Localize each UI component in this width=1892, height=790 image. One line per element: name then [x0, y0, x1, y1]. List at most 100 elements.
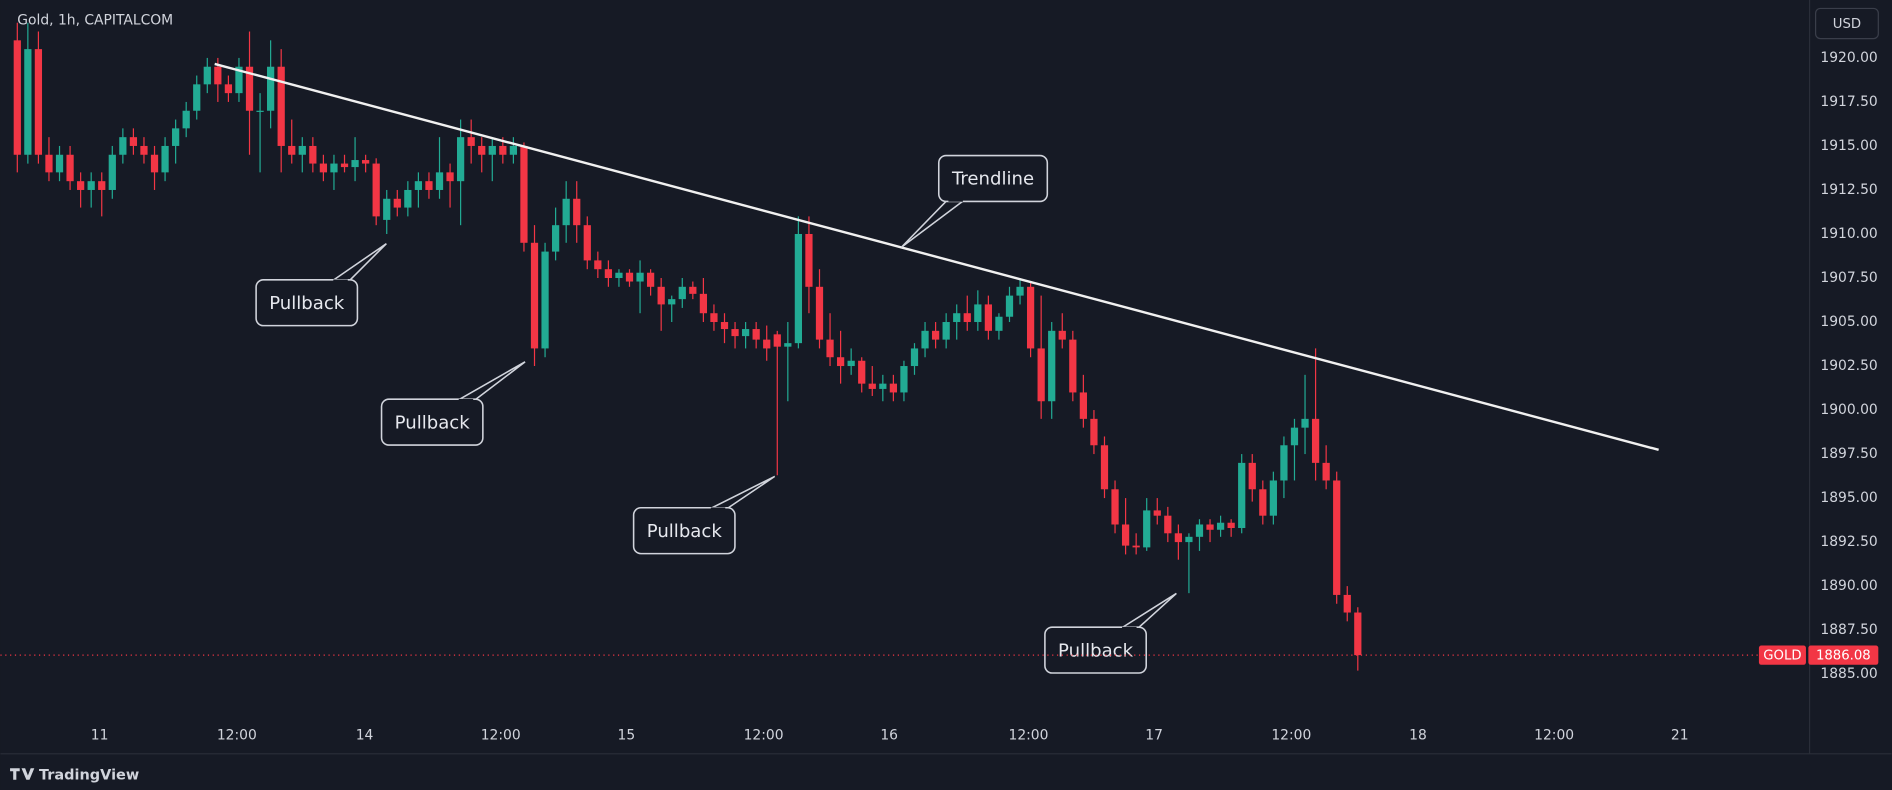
callout-label: Pullback: [395, 412, 471, 433]
trendline: [214, 62, 1659, 452]
candle-body: [594, 260, 602, 270]
x-tick-label: 12:00: [217, 728, 257, 744]
candle-body: [689, 286, 697, 294]
y-tick-label: 1920.00: [1820, 50, 1877, 66]
candle-body: [551, 225, 560, 252]
candle-body: [752, 329, 760, 340]
candle-body: [974, 304, 982, 323]
y-tick-label: 1905.00: [1820, 314, 1877, 330]
candle-body: [309, 145, 317, 164]
candle-body: [488, 145, 496, 155]
candle-body: [1280, 445, 1288, 481]
candle-body: [150, 154, 159, 173]
callout-box: [937, 154, 1049, 203]
candle-body: [847, 360, 855, 367]
y-tick-label: 1885.00: [1820, 666, 1877, 682]
x-tick-label: 17: [1145, 728, 1163, 744]
candle-body: [1058, 330, 1066, 340]
candle-body: [858, 360, 866, 384]
x-tick-label: 16: [880, 728, 898, 744]
candle-body: [1195, 524, 1204, 537]
x-tick-label: 11: [91, 728, 109, 744]
x-tick-label: 12:00: [1534, 728, 1574, 744]
candle-body: [615, 272, 623, 279]
callout-pointer: [709, 475, 776, 510]
callout-box: [632, 506, 736, 555]
callout-pointer: [900, 199, 965, 248]
x-tick-label: 12:00: [744, 728, 784, 744]
candle-body: [34, 49, 43, 155]
candle-body: [446, 172, 454, 182]
candle-body: [826, 339, 834, 358]
currency-box[interactable]: [1815, 7, 1879, 40]
candle-body: [13, 40, 21, 155]
x-tick-label: 14: [356, 728, 374, 744]
candle-body: [24, 49, 32, 155]
candle-body: [319, 163, 328, 173]
candle-body: [245, 66, 254, 111]
candle-body: [963, 313, 971, 323]
candle-body: [298, 145, 306, 155]
callout-label: Pullback: [1058, 640, 1134, 661]
candle-body: [1079, 392, 1087, 419]
candle-body: [1037, 348, 1045, 402]
callout-label: Pullback: [647, 521, 723, 542]
candle-body: [699, 293, 708, 314]
candle-body: [879, 383, 887, 389]
candle-body: [657, 286, 665, 305]
candle-body: [87, 181, 95, 190]
candle-body: [868, 383, 876, 389]
candle-body: [1290, 427, 1299, 446]
candle-body: [383, 198, 391, 220]
candle-body: [267, 66, 275, 111]
candle-body: [98, 181, 106, 190]
callout-box: [255, 279, 359, 327]
candle-body: [404, 189, 412, 208]
y-tick-label: 1917.50: [1820, 94, 1877, 110]
symbol-tag-label: GOLD: [1763, 649, 1801, 664]
candle-body: [1216, 522, 1225, 530]
callout-pointer: [331, 242, 387, 282]
candle-body: [1090, 418, 1098, 446]
currency-label[interactable]: USD: [1833, 17, 1861, 32]
candle-body: [478, 145, 486, 155]
candle-body: [393, 198, 401, 208]
y-tick-label: 1902.50: [1820, 358, 1877, 374]
candle-body: [921, 330, 929, 349]
callout-box: [380, 398, 484, 446]
candle-body: [763, 339, 771, 349]
candle-body: [509, 145, 518, 155]
candle-body: [910, 348, 919, 367]
candle-body: [1111, 489, 1119, 525]
candle-body: [372, 163, 380, 217]
candle-body: [900, 366, 908, 393]
candle-body: [129, 137, 138, 146]
candle-body: [1343, 594, 1351, 613]
candle-body: [815, 286, 824, 340]
candle-body: [931, 330, 940, 340]
brand-logo: [10, 768, 35, 780]
candle-body: [720, 322, 729, 330]
candle-body: [1333, 480, 1341, 595]
candle-body: [1206, 524, 1214, 530]
candle-body: [193, 84, 201, 111]
candle-body: [55, 154, 64, 173]
candle-body: [172, 128, 180, 146]
y-tick-label: 1887.50: [1820, 622, 1877, 638]
y-tick-label: 1897.50: [1820, 446, 1877, 462]
candle-body: [1269, 480, 1277, 516]
x-tick-label: 21: [1671, 728, 1689, 744]
candle-body: [678, 286, 686, 300]
candle-body: [467, 137, 475, 146]
candle-body: [119, 137, 127, 155]
candle-body: [256, 110, 264, 112]
candle-body: [805, 233, 813, 287]
candle-body: [330, 163, 338, 173]
x-tick-label: 12:00: [1271, 728, 1311, 744]
y-tick-label: 1895.00: [1820, 490, 1877, 506]
candle-body: [541, 251, 549, 349]
candle-body: [140, 145, 148, 155]
